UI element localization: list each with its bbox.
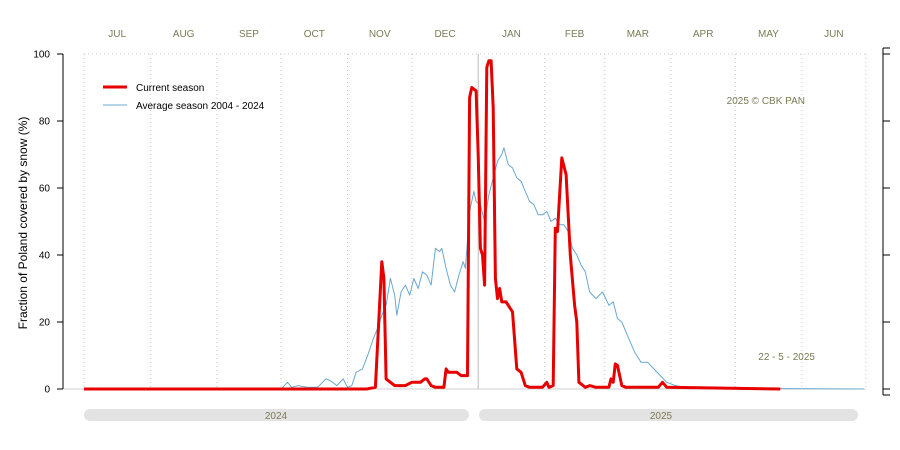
month-label: MAY (758, 29, 779, 40)
date-note: 22 - 5 - 2025 (758, 352, 815, 363)
y-tick-label: 100 (33, 50, 50, 61)
year-bar-2025 (479, 409, 858, 421)
y-axis-left: 0 20 40 60 80 100 (33, 50, 64, 396)
legend: Current season Average season 2004 - 202… (103, 83, 265, 112)
y-tick-label: 20 (39, 318, 51, 329)
y-tick-label: 40 (39, 251, 51, 262)
month-label: MAR (627, 29, 649, 40)
y-tick-label: 0 (44, 385, 50, 396)
copyright-note: 2025 © CBK PAN (727, 96, 805, 107)
year-bar-2024 (84, 409, 469, 421)
month-label: FEB (565, 29, 585, 40)
month-labels: JUL AUG SEP OCT NOV DEC JAN FEB MAR APR MAY JUN (108, 29, 843, 40)
y-axis-label: Fraction of Poland covered by snow (%) (16, 117, 30, 330)
y-axis-right (882, 47, 890, 396)
month-label: SEP (239, 29, 259, 40)
legend-label-current: Current season (136, 83, 204, 94)
month-label: AUG (173, 29, 195, 40)
month-label: OCT (304, 29, 325, 40)
month-label: DEC (434, 29, 455, 40)
average-season-line (84, 147, 864, 390)
month-label: JAN (502, 29, 521, 40)
month-label: NOV (369, 29, 391, 40)
month-label: APR (693, 29, 714, 40)
month-label: JUN (824, 29, 843, 40)
year-label-2024: 2024 (265, 411, 288, 422)
year-bars: 2024 2025 (84, 409, 858, 422)
series-layer (84, 59, 864, 391)
y-tick-label: 60 (39, 184, 51, 195)
year-label-2025: 2025 (650, 411, 673, 422)
y-tick-label: 80 (39, 117, 51, 128)
legend-label-average: Average season 2004 - 2024 (136, 101, 265, 112)
month-label: JUL (108, 29, 126, 40)
current-season-line (84, 59, 781, 391)
